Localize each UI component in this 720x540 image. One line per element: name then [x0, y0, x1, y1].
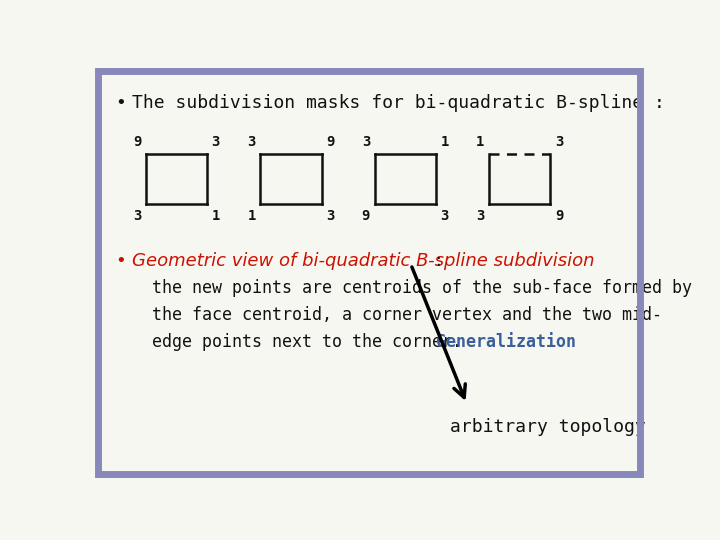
Text: 3: 3: [133, 209, 141, 223]
Text: 3: 3: [212, 135, 220, 149]
Text: the face centroid, a corner vertex and the two mid-: the face centroid, a corner vertex and t…: [132, 306, 662, 324]
Text: 9: 9: [555, 209, 563, 223]
Text: 3: 3: [326, 209, 334, 223]
Text: Geometric view of bi-quadratic B-spline subdivision: Geometric view of bi-quadratic B-spline …: [132, 252, 594, 270]
Text: arbitrary topology: arbitrary topology: [450, 418, 646, 436]
Text: 9: 9: [326, 135, 334, 149]
Text: 3: 3: [555, 135, 563, 149]
Text: 3: 3: [441, 209, 449, 223]
Text: The subdivision masks for bi-quadratic B-spline :: The subdivision masks for bi-quadratic B…: [132, 94, 665, 112]
Text: the new points are centroids of the sub-face formed by: the new points are centroids of the sub-…: [132, 279, 692, 297]
Text: 3: 3: [248, 135, 256, 149]
Text: :: :: [431, 252, 442, 270]
Text: 9: 9: [361, 209, 370, 223]
Text: 1: 1: [212, 209, 220, 223]
Text: 1: 1: [476, 135, 485, 149]
Text: 1: 1: [248, 209, 256, 223]
Text: 1: 1: [441, 135, 449, 149]
Text: 9: 9: [133, 135, 141, 149]
Text: 3: 3: [361, 135, 370, 149]
Text: •: •: [115, 94, 126, 112]
Text: Generalization: Generalization: [436, 333, 576, 351]
Text: edge points next to the corner.: edge points next to the corner.: [132, 333, 462, 351]
Text: 3: 3: [476, 209, 485, 223]
Text: •: •: [115, 252, 126, 270]
